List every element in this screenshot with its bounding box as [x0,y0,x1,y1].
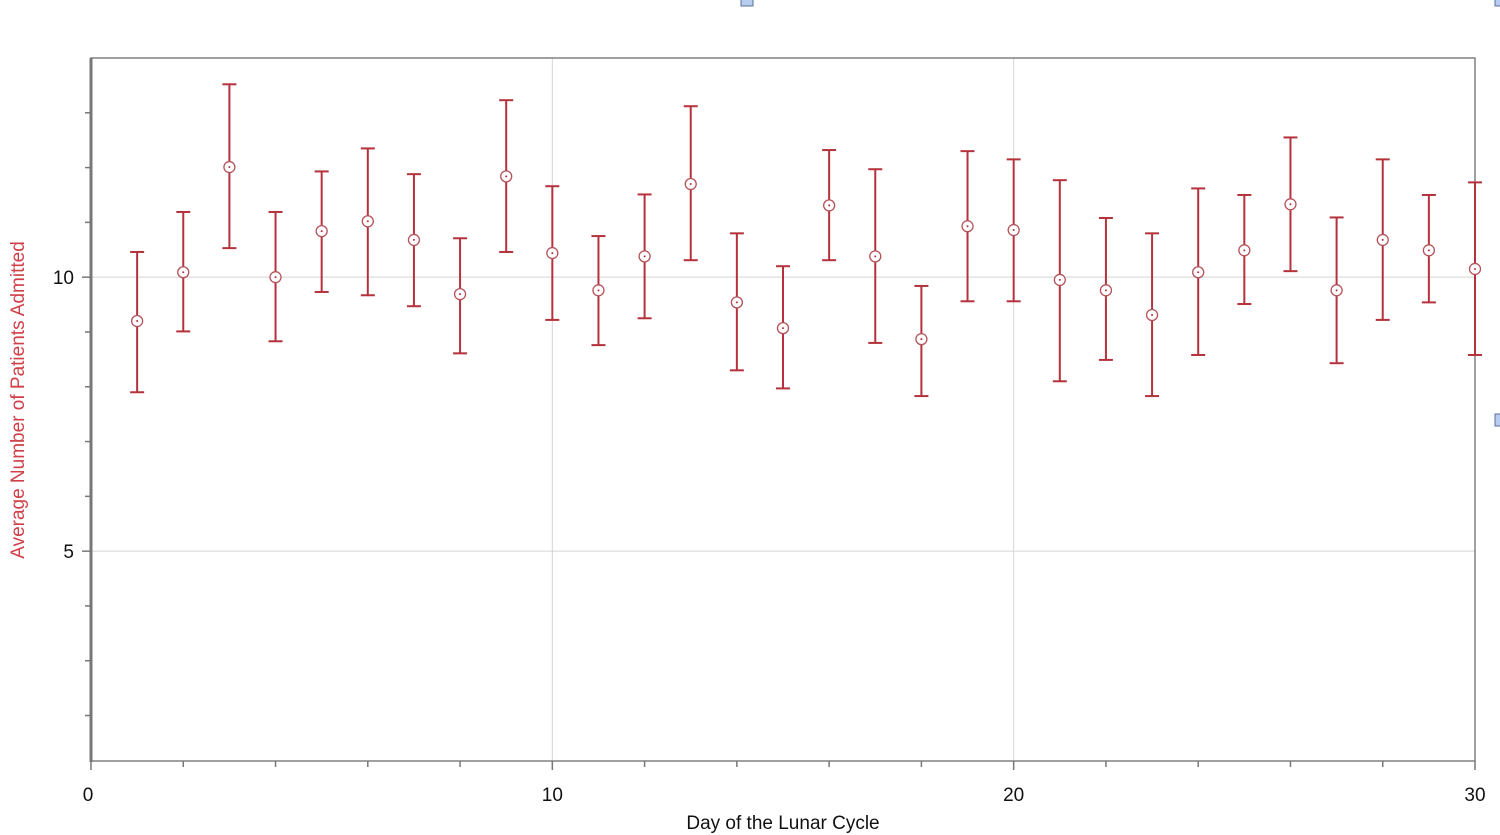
mean-point-center [459,293,462,296]
mean-point-center [320,230,323,233]
mean-point-center [412,238,415,241]
mean-point-center [551,252,554,255]
mean-point-center [1427,249,1430,252]
mean-point-center [920,338,923,341]
x-tick-label: 10 [542,785,563,806]
mean-point-center [228,166,231,169]
y-tick-label: 10 [53,268,74,289]
mean-point-center [782,327,784,330]
mean-point-center [1012,229,1015,232]
mean-point-center [735,301,738,304]
mean-point-center [1335,289,1338,292]
y-tick-label: 5 [63,542,74,563]
selection-handle[interactable] [740,0,754,7]
mean-point-center [1474,267,1476,270]
mean-point-center [366,220,369,223]
mean-point-center [1243,249,1246,252]
x-tick-label: 0 [83,785,94,806]
mean-point-center [505,175,508,178]
mean-point-center [1151,313,1154,316]
mean-point-center [828,204,831,207]
mean-point-center [874,255,877,258]
mean-point-center [1058,278,1061,281]
mean-point-center [274,276,277,279]
selection-handle[interactable] [1494,413,1500,427]
mean-point-center [1381,238,1384,241]
mean-point-center [136,320,139,323]
mean-point-center [643,255,646,258]
mean-point-center [1289,203,1292,206]
x-tick-label: 30 [1464,785,1485,806]
mean-point-center [1104,289,1107,292]
plot-frame [90,57,1476,762]
x-axis-title: Day of the Lunar Cycle [686,813,879,834]
mean-point-center [597,289,600,292]
selection-handle[interactable] [1494,0,1500,7]
mean-point-center [689,183,692,186]
y-axis-title: Average Number of Patients Admitted [8,241,29,559]
mean-point-center [182,271,185,274]
x-tick-label: 20 [1003,785,1024,806]
mean-point-center [966,225,969,228]
mean-point-center [1197,271,1200,274]
